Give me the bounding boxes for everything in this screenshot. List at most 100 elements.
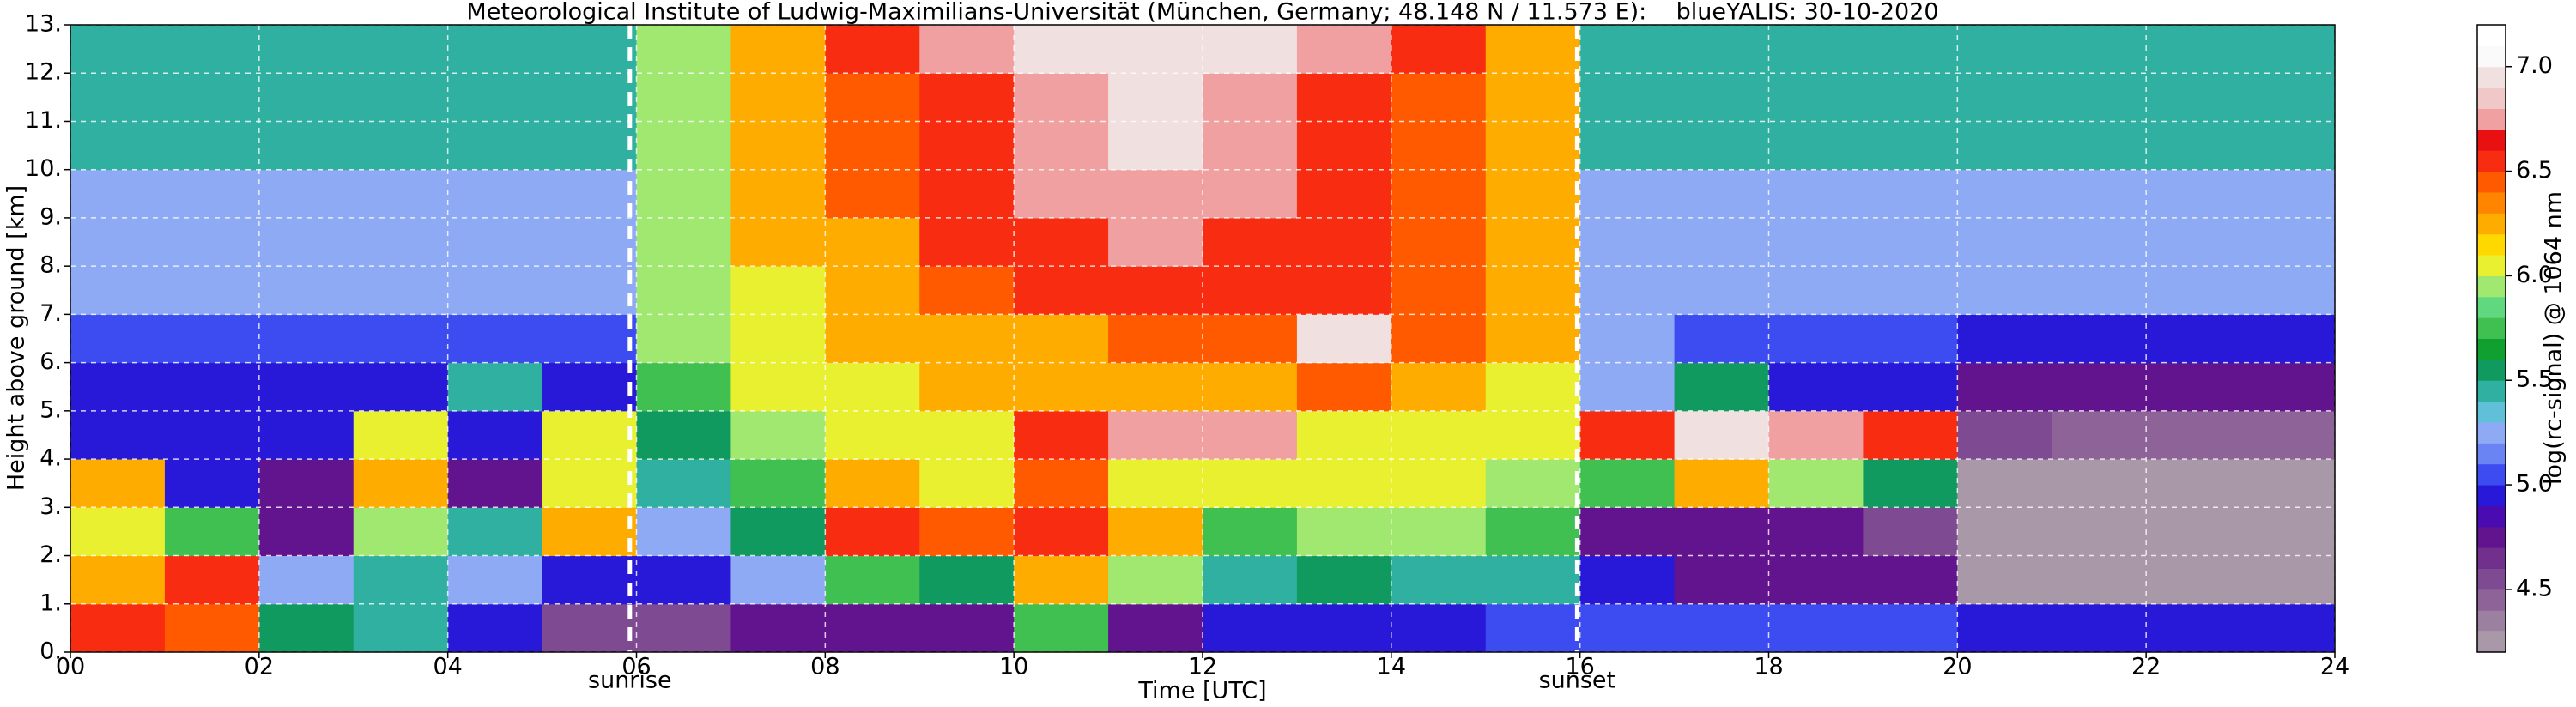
x-tick-label: 10 <box>999 654 1028 680</box>
heatmap-cell <box>2052 362 2147 412</box>
heatmap-cell <box>1296 459 1392 508</box>
heatmap-cell <box>825 507 920 557</box>
heatmap-cell <box>1674 25 1769 74</box>
heatmap-cell <box>2146 362 2241 412</box>
heatmap-cell <box>919 121 1015 171</box>
colorbar-swatch <box>2477 317 2506 339</box>
heatmap-cell <box>353 362 449 412</box>
heatmap-cell <box>1957 121 2052 171</box>
heatmap-cell <box>1485 362 1581 412</box>
heatmap-cell <box>730 314 826 364</box>
heatmap-cell <box>636 410 731 460</box>
heatmap-cell <box>825 169 920 219</box>
heatmap-cell <box>2146 169 2241 219</box>
heatmap-cell <box>2146 217 2241 267</box>
heatmap-cell <box>2052 603 2147 653</box>
heatmap-cell <box>1203 555 1298 605</box>
colorbar-swatch <box>2477 233 2506 256</box>
heatmap-cell <box>1485 25 1581 74</box>
heatmap-cell <box>2240 217 2336 267</box>
heatmap-cell <box>164 507 260 557</box>
heatmap-cell <box>2146 121 2241 171</box>
heatmap-cell <box>919 217 1015 267</box>
heatmap-cell <box>258 459 355 508</box>
heatmap-cell <box>70 507 166 557</box>
heatmap-cell <box>1768 603 1864 653</box>
heatmap-cell <box>1768 217 1864 267</box>
heatmap-cell <box>919 73 1015 122</box>
heatmap-cell <box>1296 555 1392 605</box>
heatmap-cell <box>1768 169 1864 219</box>
colorbar-tick-label: 4.5 <box>2516 575 2553 601</box>
y-tick-label: 1. <box>39 589 62 616</box>
heatmap-cell <box>1014 121 1109 171</box>
heatmap-cell <box>825 121 920 171</box>
heatmap-cell <box>2240 314 2336 364</box>
heatmap-cell <box>542 555 637 605</box>
heatmap-cell <box>70 459 166 508</box>
heatmap-cell <box>1579 410 1676 460</box>
colorbar-swatch <box>2477 359 2506 381</box>
heatmap-cell <box>1579 217 1676 267</box>
heatmap-cell <box>1957 555 2052 605</box>
heatmap-cell <box>2240 603 2336 653</box>
heatmap-cell <box>825 362 920 412</box>
colorbar-tick-label: 5.5 <box>2516 366 2553 393</box>
heatmap-cell <box>258 73 355 122</box>
colorbar-swatch <box>2477 129 2506 151</box>
heatmap-cell <box>1579 25 1676 74</box>
heatmap-cell <box>1108 555 1203 605</box>
heatmap-cell <box>2240 73 2336 122</box>
heatmap-cell <box>1674 459 1769 508</box>
heatmap-cell <box>1391 507 1487 557</box>
heatmap-cell <box>1108 266 1203 315</box>
heatmap-cell <box>2146 603 2241 653</box>
heatmap-cell <box>1391 266 1487 315</box>
heatmap-cell <box>70 555 166 605</box>
heatmap-cell <box>1768 555 1864 605</box>
heatmap-cell <box>447 73 543 122</box>
colorbar-swatch <box>2477 485 2506 506</box>
heatmap-cell <box>1863 217 1958 267</box>
heatmap-cell <box>730 217 826 267</box>
heatmap-cell <box>1485 266 1581 315</box>
heatmap-cell <box>1768 25 1864 74</box>
heatmap-cell <box>542 73 637 122</box>
heatmap-cell <box>1014 73 1109 122</box>
heatmap-cell <box>1768 362 1864 412</box>
heatmap-cell <box>447 121 543 171</box>
colorbar-swatch <box>2477 275 2506 298</box>
heatmap-cell <box>636 555 731 605</box>
heatmap-cell <box>542 266 637 315</box>
heatmap-cell <box>1296 507 1392 557</box>
heatmap-cell <box>919 603 1015 653</box>
heatmap-cell <box>636 459 731 508</box>
heatmap-cell <box>2052 266 2147 315</box>
heatmap-cell <box>1579 73 1676 122</box>
heatmap-cell <box>1957 603 2052 653</box>
heatmap-cell <box>353 459 449 508</box>
heatmap-cell <box>542 507 637 557</box>
heatmap-cell <box>1014 410 1109 460</box>
heatmap-cell <box>70 410 166 460</box>
heatmap-cell <box>919 362 1015 412</box>
heatmap-cell <box>258 314 355 364</box>
heatmap-cell <box>1579 266 1676 315</box>
heatmap-cell <box>258 603 355 653</box>
heatmap-cell <box>919 169 1015 219</box>
heatmap-cell <box>70 314 166 364</box>
colorbar-swatch <box>2477 421 2506 444</box>
y-tick-label: 7. <box>39 300 62 327</box>
heatmap-cell <box>1391 362 1487 412</box>
heatmap-cell <box>353 73 449 122</box>
colorbar-swatch <box>2477 505 2506 528</box>
heatmap-cell <box>447 603 543 653</box>
heatmap-cell <box>1485 555 1581 605</box>
colorbar-swatch <box>2477 443 2506 465</box>
colorbar-swatch <box>2477 296 2506 318</box>
heatmap-cell <box>1391 459 1487 508</box>
heatmap-cell <box>1863 314 1958 364</box>
heatmap-cell <box>636 314 731 364</box>
heatmap-cell <box>1957 507 2052 557</box>
heatmap-cell <box>919 266 1015 315</box>
